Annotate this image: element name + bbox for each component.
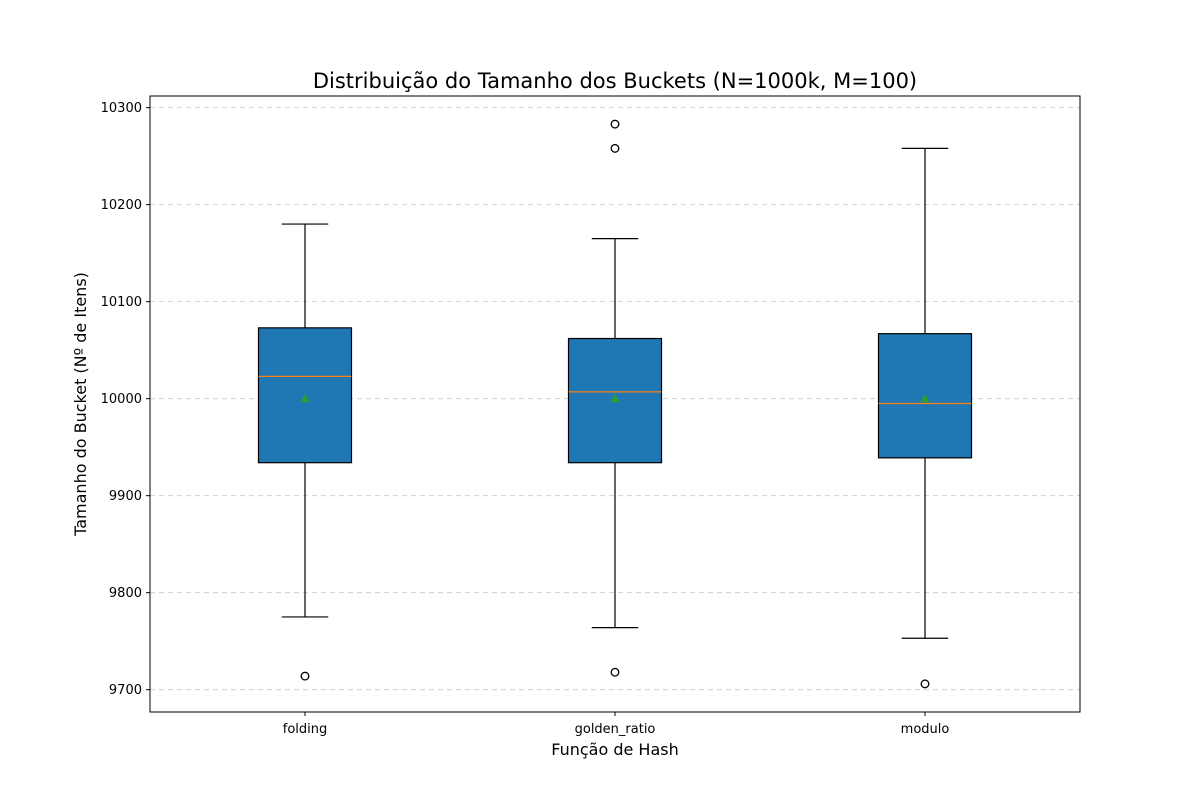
y-tick-label: 10100 (101, 295, 142, 310)
mean-marker (920, 394, 930, 403)
mean-marker (300, 394, 310, 403)
y-tick-label: 10000 (101, 392, 142, 407)
mean-marker (610, 394, 620, 403)
box-group (877, 147, 973, 689)
y-tick-label: 9900 (109, 489, 142, 504)
outlier-point (610, 143, 620, 153)
y-tick-label: 10200 (101, 198, 142, 213)
y-tick-label: 9700 (109, 683, 142, 698)
box-group (257, 223, 353, 681)
x-tick-label: modulo (901, 722, 950, 737)
chart-title: Distribuição do Tamanho dos Buckets (N=1… (313, 69, 917, 93)
y-axis-label: Tamanho do Bucket (Nº de Itens) (71, 272, 90, 537)
x-tick-label: golden_ratio (575, 722, 656, 737)
boxes (257, 119, 973, 689)
outlier-point (920, 679, 930, 689)
ticks: 9700 9800 9900 10000 10100 10200 10300 folding g… (101, 101, 950, 737)
outlier-point (610, 667, 620, 677)
x-tick-label: folding (283, 722, 328, 737)
box-group (567, 119, 663, 677)
outlier-point (300, 671, 310, 681)
y-tick-label: 10300 (101, 101, 142, 116)
y-tick-label: 9800 (109, 586, 142, 601)
outlier-point (610, 119, 620, 129)
x-axis-label: Função de Hash (551, 740, 678, 759)
